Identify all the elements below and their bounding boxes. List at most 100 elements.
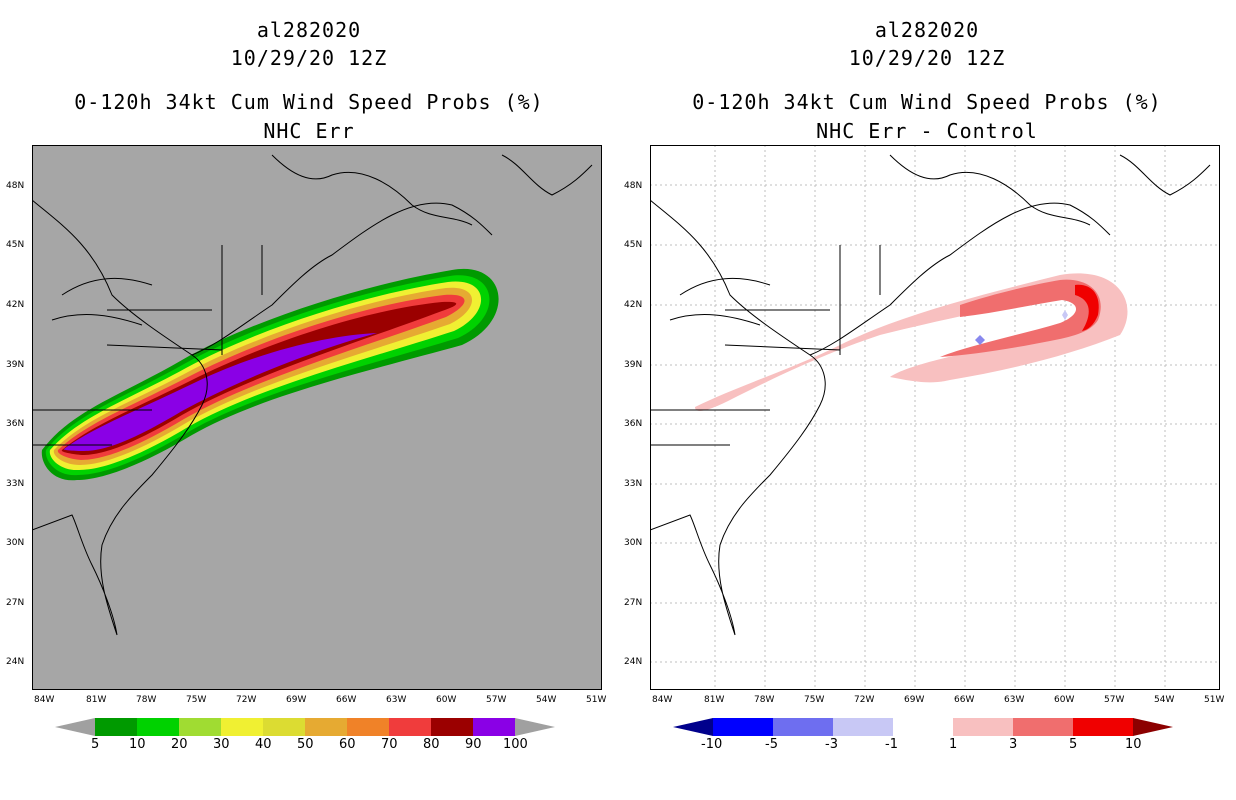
lon-label: 78W [754, 695, 775, 705]
lon-label: 51W [1204, 695, 1225, 705]
colorbar-swatch [389, 718, 432, 736]
forecast-datetime: 10/29/20 12Z [230, 46, 388, 70]
lat-label: 27N [624, 598, 643, 608]
colorbar-tick-label: 50 [297, 737, 314, 752]
colorbar-cap-left [673, 718, 713, 736]
coastlines [32, 154, 593, 636]
lon-label: 54W [1154, 695, 1175, 705]
lat-label: 27N [6, 598, 25, 608]
lat-label: 45N [624, 240, 643, 250]
colorbar-cap-right [515, 718, 555, 736]
lon-label: 60W [436, 695, 457, 705]
lon-label: 78W [136, 695, 157, 705]
lon-label: 72W [236, 695, 257, 705]
lon-label: 69W [286, 695, 307, 705]
storm-id: al282020 [256, 18, 362, 42]
lat-label: 30N [6, 538, 25, 548]
colorbar-tick-label: -5 [765, 737, 778, 752]
colorbar-tick-label: -1 [885, 737, 898, 752]
lon-label: 75W [186, 695, 207, 705]
difference-field [695, 273, 1128, 411]
colorbar-tick-label: -10 [701, 737, 723, 752]
lon-label: 66W [336, 695, 357, 705]
lon-label: 54W [536, 695, 557, 705]
colorbar-tick-label: 30 [213, 737, 230, 752]
colorbar-tick-label: 60 [339, 737, 356, 752]
lon-label: 51W [586, 695, 607, 705]
difference-colorbar [673, 718, 1173, 736]
colorbar-swatch [137, 718, 180, 736]
colorbar-tick-label: -3 [825, 737, 838, 752]
probability-colorbar [55, 718, 555, 736]
colorbar-swatch [1013, 718, 1074, 736]
lat-label: 33N [6, 479, 25, 489]
lon-label: 69W [904, 695, 925, 705]
lat-label: 39N [6, 360, 25, 370]
lon-label: 63W [386, 695, 407, 705]
colorbar-swatch [221, 718, 264, 736]
colorbar-swatch [833, 718, 894, 736]
lat-label: 45N [6, 240, 25, 250]
lon-label: 75W [804, 695, 825, 705]
lon-label: 84W [652, 695, 673, 705]
lat-label: 42N [624, 300, 643, 310]
left-panel: al282020 10/29/20 12Z 0-120h 34kt Cum Wi… [6, 18, 607, 752]
lon-label: 63W [1004, 695, 1025, 705]
probability-map [32, 145, 602, 690]
lon-label: 81W [86, 695, 107, 705]
lat-label: 24N [6, 657, 25, 667]
difference-map [650, 145, 1220, 690]
lat-label: 42N [6, 300, 25, 310]
panel-subtitle: NHC Err - Control [816, 119, 1038, 143]
forecast-datetime: 10/29/20 12Z [848, 46, 1006, 70]
product-title: 0-120h 34kt Cum Wind Speed Probs (%) [692, 90, 1162, 114]
colorbar-tick-label: 1 [949, 737, 958, 752]
colorbar-tick-label: 20 [171, 737, 188, 752]
lat-label: 24N [624, 657, 643, 667]
colorbar-tick-label: 3 [1009, 737, 1018, 752]
lat-label: 39N [624, 360, 643, 370]
colorbar-tick-label: 80 [423, 737, 440, 752]
colorbar-swatch [263, 718, 306, 736]
lat-label: 33N [624, 479, 643, 489]
lon-label: 66W [954, 695, 975, 705]
colorbar-swatch [953, 718, 1014, 736]
colorbar-tick-label: 70 [381, 737, 398, 752]
colorbar-tick-label: 5 [91, 737, 100, 752]
coastlines [650, 154, 1211, 636]
lon-label: 57W [486, 695, 507, 705]
colorbar-tick-label: 10 [1125, 737, 1142, 752]
colorbar-cap-right [1133, 718, 1173, 736]
lon-label: 60W [1054, 695, 1075, 705]
lon-label: 72W [854, 695, 875, 705]
right-panel: al282020 10/29/20 12Z 0-120h 34kt Cum Wi… [618, 0, 1236, 800]
panel-subtitle: NHC Err [263, 119, 355, 143]
colorbar-tick-label: 10 [129, 737, 146, 752]
lon-label: 57W [1104, 695, 1125, 705]
colorbar-tick-label: 100 [503, 737, 528, 752]
colorbar-swatch [773, 718, 834, 736]
colorbar-swatch [179, 718, 222, 736]
lon-label: 81W [704, 695, 725, 705]
colorbar-tick-label: 40 [255, 737, 272, 752]
colorbar-swatch [473, 718, 516, 736]
colorbar-tick-label: 90 [465, 737, 482, 752]
colorbar-swatch [305, 718, 348, 736]
colorbar-tick-label: 5 [1069, 737, 1078, 752]
storm-id: al282020 [874, 18, 980, 42]
gridlines [650, 145, 1220, 690]
lat-label: 30N [624, 538, 643, 548]
probability-swath [41, 268, 499, 481]
lat-label: 48N [624, 181, 643, 191]
colorbar-swatch [893, 718, 954, 736]
lon-label: 84W [34, 695, 55, 705]
colorbar-swatch [95, 718, 138, 736]
lat-label: 48N [6, 181, 25, 191]
colorbar-swatch [347, 718, 390, 736]
colorbar-swatch [713, 718, 774, 736]
colorbar-swatch [431, 718, 474, 736]
product-title: 0-120h 34kt Cum Wind Speed Probs (%) [74, 90, 544, 114]
colorbar-cap-left [55, 718, 95, 736]
colorbar-swatch [1073, 718, 1134, 736]
lat-label: 36N [624, 419, 643, 429]
